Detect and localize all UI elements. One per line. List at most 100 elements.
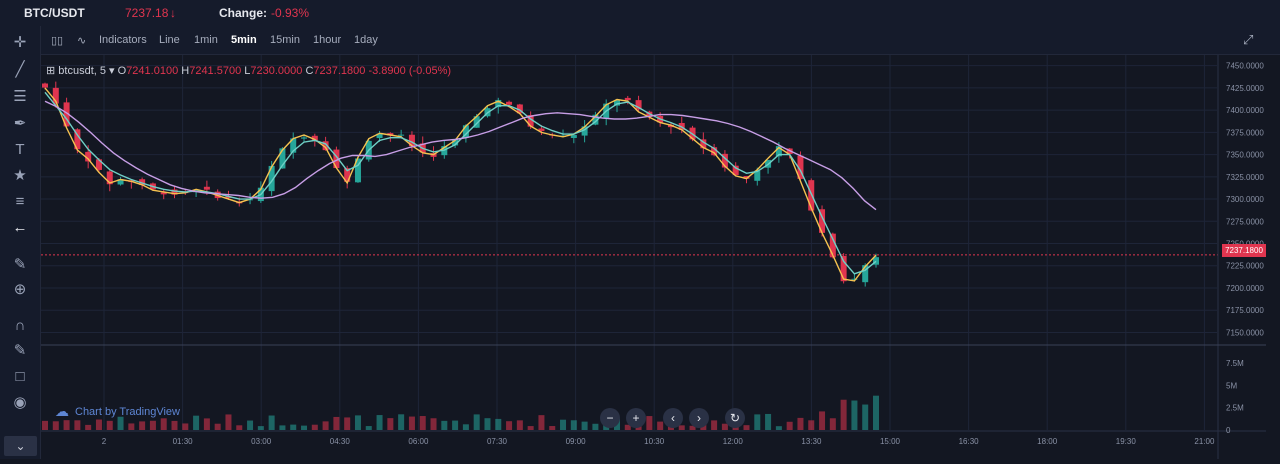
price-tick-label: 7400.0000: [1226, 106, 1264, 115]
volume-bar: [527, 426, 534, 430]
reset-chart-button[interactable]: ↻: [725, 408, 745, 428]
scroll-left-button[interactable]: ‹: [663, 408, 683, 428]
ruler-icon[interactable]: ✎: [13, 256, 27, 273]
candle-body: [797, 155, 804, 179]
volume-bar: [441, 420, 448, 430]
axes: 7450.0000 7425.0000 7400.0000 7375.0000 7350…: [41, 55, 1266, 459]
time-tick-label: 18:00: [1037, 437, 1058, 446]
candles-icon[interactable]: ▯▯: [51, 35, 64, 47]
pattern-icon[interactable]: ★: [13, 167, 27, 184]
candle-body: [732, 165, 739, 176]
fullscreen-icon[interactable]: ⤢: [1243, 32, 1254, 47]
candle-body: [311, 135, 318, 141]
indicators-button[interactable]: Indicators: [99, 34, 147, 46]
interval-1min[interactable]: 1min: [194, 34, 218, 46]
magnet-icon[interactable]: ∩: [14, 317, 26, 334]
volume-bar: [808, 420, 815, 430]
volume-bar: [829, 418, 836, 430]
text-icon[interactable]: T: [15, 141, 25, 158]
price-down-arrow-icon: ↓: [170, 6, 176, 20]
candle-body: [408, 134, 415, 147]
candle-body: [506, 101, 513, 105]
fib-icon[interactable]: ☰: [13, 88, 27, 105]
price-tick-label: 7325.0000: [1226, 173, 1264, 182]
candle-body: [635, 100, 642, 110]
zoom-icon[interactable]: ⊕: [13, 281, 27, 298]
interval-1hour[interactable]: 1hour: [313, 34, 342, 46]
interval-5min[interactable]: 5min: [231, 34, 257, 46]
volume-bar: [516, 420, 523, 430]
volume-bar: [311, 424, 318, 430]
candle-body: [106, 171, 113, 185]
volume-bar: [63, 420, 70, 430]
volume-bar: [775, 426, 782, 430]
crosshair-icon[interactable]: ✛: [13, 34, 27, 51]
legend-change: -3.8900 (-0.05%): [368, 65, 452, 77]
lock-drawing-icon[interactable]: ✎: [13, 342, 27, 359]
back-arrow-icon[interactable]: ←: [12, 219, 28, 236]
watermark-text: Chart by TradingView: [75, 405, 180, 418]
candle-body: [516, 104, 523, 114]
interval-15min[interactable]: 15min: [270, 34, 300, 46]
moving-average-line: [44, 91, 877, 275]
volume-bar: [128, 423, 135, 430]
tradingview-watermark[interactable]: ☁ Chart by TradingView: [55, 403, 180, 420]
candle-body: [711, 147, 718, 156]
volume-bar: [581, 421, 588, 430]
interval-1day[interactable]: 1day: [354, 34, 378, 46]
volume-bar: [560, 419, 567, 430]
volume-bar: [689, 425, 696, 430]
candle-body: [819, 209, 826, 233]
measure-icon[interactable]: ≡: [15, 193, 25, 210]
volume-bar: [106, 420, 113, 430]
time-tick-label: 13:30: [801, 437, 822, 446]
scroll-right-button[interactable]: ›: [689, 408, 709, 428]
trend-line-icon[interactable]: ╱: [15, 61, 25, 78]
top-header: BTC/USDT 7237.18 ↓ Change: -0.93%: [0, 0, 1280, 26]
time-tick-label: 10:30: [644, 437, 665, 446]
volume-tick-label: 7.5M: [1226, 359, 1244, 368]
last-price: 7237.18: [125, 6, 169, 20]
volume-bar: [851, 400, 858, 430]
candle-body: [473, 116, 480, 128]
symbol-plus-icon[interactable]: ⊞: [46, 65, 56, 77]
chevron-down-icon[interactable]: ⌄: [4, 436, 37, 456]
volume-bar: [754, 414, 761, 430]
price-tick-label: 7175.0000: [1226, 306, 1264, 315]
volume-tick-label: 0: [1226, 426, 1231, 435]
lock-icon[interactable]: □: [15, 368, 25, 385]
legend-symbol[interactable]: btcusdt, 5: [58, 65, 106, 77]
volume-bar: [247, 420, 254, 430]
volume-bar: [182, 423, 189, 430]
volume-bar: [214, 423, 221, 430]
candle-body: [581, 126, 588, 136]
volume-bar: [365, 426, 372, 430]
change-value: -0.93%: [271, 6, 310, 20]
interval-line[interactable]: Line: [159, 34, 180, 46]
zoom-in-button[interactable]: +: [626, 408, 646, 428]
candle-body: [775, 146, 782, 157]
candle-body: [613, 100, 620, 106]
candle-body: [52, 87, 59, 104]
last-price-tag: 7237.1800: [1222, 244, 1266, 257]
time-tick-label: 07:30: [487, 437, 508, 446]
zoom-out-button[interactable]: −: [600, 408, 620, 428]
candle-body: [279, 148, 286, 169]
candle-body: [290, 138, 297, 153]
legend-open-label: O: [117, 65, 127, 77]
cloud-icon: ☁: [55, 403, 69, 419]
volume-bar: [711, 420, 718, 430]
legend-low: 7230.0000: [250, 65, 303, 77]
legend-open: 7241.0100: [126, 65, 179, 77]
chart-toolbar: ▯▯ ∿ Indicators Line 1min 5min 15min 1ho…: [41, 26, 1280, 55]
legend-low-label: L: [244, 65, 251, 77]
candle-body: [398, 134, 405, 136]
chart-area[interactable]: 7450.0000 7425.0000 7400.0000 7375.0000 7350…: [41, 55, 1280, 459]
volume-bar: [592, 423, 599, 430]
volume-bar: [538, 415, 545, 430]
eye-icon[interactable]: ◉: [13, 394, 27, 411]
brush-icon[interactable]: ✒: [13, 115, 27, 132]
candle-body: [301, 137, 308, 139]
candle-body: [862, 265, 869, 283]
volume-bar: [484, 418, 491, 430]
